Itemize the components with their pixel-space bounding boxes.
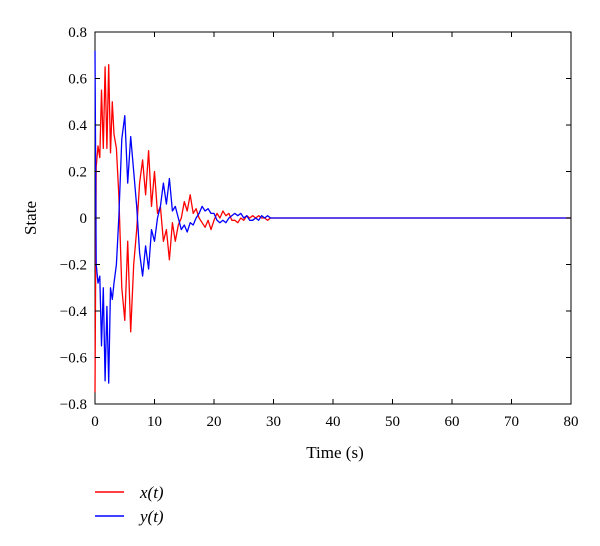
x-tick-label: 10 [147,414,162,430]
x-axis: 0 10 20 30 40 50 60 70 80 [91,32,579,430]
y-tick-label: 0.4 [68,118,87,134]
x-tick-label: 50 [385,414,400,430]
legend-item: y(t) [95,507,164,526]
y-tick-label: 0.2 [68,165,87,181]
legend-label: x(t) [139,483,164,502]
x-tick-label: 70 [504,414,519,430]
x-tick-label: 20 [207,414,222,430]
y-tick-label: −0.4 [60,304,88,320]
legend-label: y(t) [138,507,164,526]
y-tick-label: −0.8 [60,397,87,413]
series-line-y [94,50,571,384]
legend: x(t) y(t) [95,483,164,526]
x-tick-label: 40 [326,414,341,430]
plot-area [94,31,572,405]
y-tick-label: 0 [80,211,88,227]
y-tick-label: 0.8 [68,25,87,41]
y-axis: −0.8 −0.6 −0.4 −0.2 0 0.2 0.4 0.6 0.8 [60,25,571,413]
y-axis-title: State [21,201,40,235]
y-tick-label: 0.6 [68,72,87,88]
legend-item: x(t) [95,483,164,502]
x-axis-title: Time (s) [306,443,363,462]
x-tick-label: 60 [445,414,460,430]
x-tick-label: 80 [564,414,579,430]
x-tick-label: 30 [266,414,281,430]
y-tick-label: −0.6 [60,351,88,367]
series-line-x [94,63,571,393]
y-tick-label: −0.2 [60,258,87,274]
x-tick-label: 0 [91,414,99,430]
